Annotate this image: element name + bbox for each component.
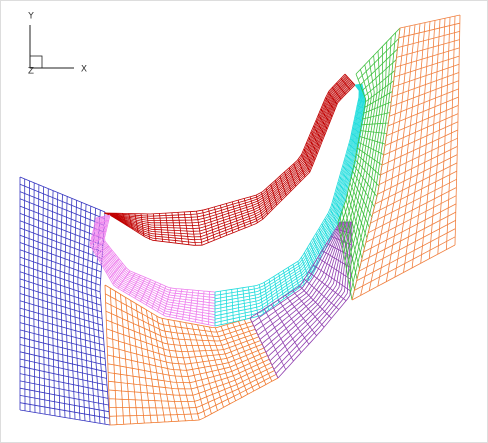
viewport: Y X Z <box>0 0 488 443</box>
mesh-line <box>221 291 222 325</box>
y-label: Y <box>27 12 34 22</box>
page: Y X Z (() => { const data = JSON.parse(d… <box>0 0 488 443</box>
x-label: X <box>81 65 87 75</box>
z-label: Z <box>28 67 34 77</box>
